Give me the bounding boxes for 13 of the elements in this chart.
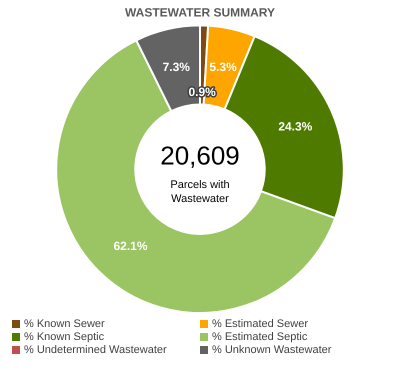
legend-label: % Unknown Wastewater — [212, 344, 332, 356]
text: 20,609 — [160, 140, 240, 170]
text: Parcels with Wastewater — [170, 179, 230, 206]
data-label: 7.3% — [162, 60, 190, 74]
legend-label: % Estimated Sewer — [212, 318, 308, 330]
data-label: 62.1% — [113, 239, 148, 254]
legend-label: % Estimated Septic — [212, 331, 308, 343]
legend-label: % Known Sewer — [24, 318, 105, 330]
legend-label: % Undetermined Wastewater — [24, 344, 167, 356]
legend-label: % Known Septic — [24, 331, 104, 343]
chart-title: WASTEWATER SUMMARY — [125, 6, 275, 20]
data-label: 24.3% — [278, 119, 313, 134]
data-label: 5.3% — [209, 60, 238, 74]
